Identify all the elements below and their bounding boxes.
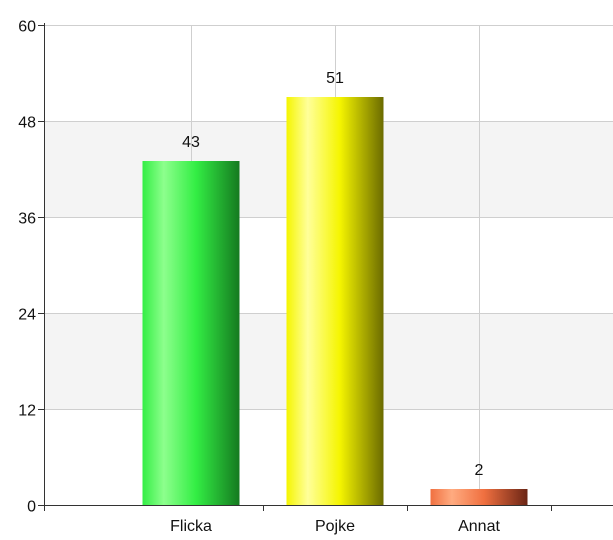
y-tick-label: 60 xyxy=(18,19,36,36)
axes xyxy=(38,23,613,511)
y-tick-label: 48 xyxy=(18,115,36,132)
data-label-pojke: 51 xyxy=(326,70,344,87)
bar-flicka xyxy=(142,161,240,505)
y-tick-label: 0 xyxy=(27,499,36,516)
y-tick-label: 36 xyxy=(18,211,36,228)
bar-pojke xyxy=(286,97,384,505)
y-tick-label: 12 xyxy=(18,403,36,420)
x-tick-label: Flicka xyxy=(170,518,212,535)
labels: 43 Flicka 51 Pojke 2 Annat 0 12 24 36 48 60 xyxy=(18,19,500,536)
y-tick-label: 24 xyxy=(18,307,36,324)
bars xyxy=(142,97,528,505)
x-tick-label: Annat xyxy=(458,518,500,535)
bar-annat xyxy=(430,489,528,505)
x-tick-label: Pojke xyxy=(315,518,355,535)
data-label-annat: 2 xyxy=(475,462,484,479)
data-label-flicka: 43 xyxy=(182,134,200,151)
